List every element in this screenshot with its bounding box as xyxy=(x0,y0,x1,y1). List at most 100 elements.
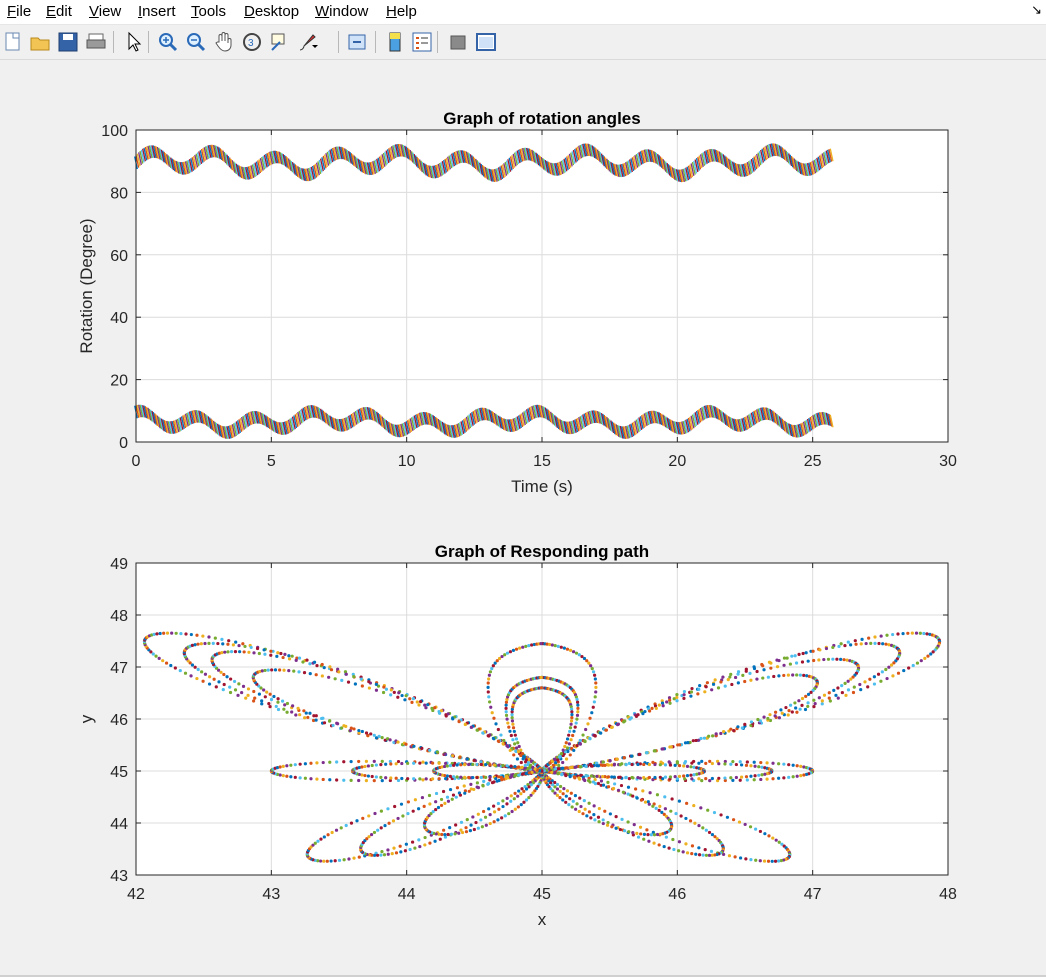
menu-insert[interactable]: Insert xyxy=(138,3,176,20)
band-stroke xyxy=(489,169,494,182)
path-point xyxy=(675,699,679,703)
band-stroke xyxy=(635,153,640,167)
link-plot-icon[interactable] xyxy=(346,30,370,54)
data-cursor-icon[interactable] xyxy=(268,30,292,54)
path-point xyxy=(526,761,530,765)
path-point xyxy=(553,757,557,761)
menu-view[interactable]: View xyxy=(89,3,122,20)
band-stroke xyxy=(528,407,533,421)
path-point xyxy=(725,815,730,819)
path-point xyxy=(872,682,877,686)
band-stroke xyxy=(283,154,288,168)
band-stroke xyxy=(398,143,403,157)
zoom-out-icon[interactable] xyxy=(184,30,208,54)
path-point xyxy=(479,775,483,780)
band-stroke xyxy=(204,414,209,427)
path-point xyxy=(242,650,246,654)
new-figure-icon[interactable] xyxy=(1,30,25,54)
rotate-3d-icon[interactable]: 3 xyxy=(240,30,264,54)
band-stroke xyxy=(340,418,344,432)
path-point xyxy=(663,775,668,779)
path-point xyxy=(606,775,611,779)
band-stroke xyxy=(439,162,443,176)
band-stroke xyxy=(504,161,509,175)
band-stroke xyxy=(552,414,557,427)
legend-icon[interactable] xyxy=(410,30,434,54)
path-point xyxy=(799,764,803,768)
path-point xyxy=(524,798,529,802)
band-stroke xyxy=(150,145,155,158)
brush-icon[interactable] xyxy=(296,30,320,54)
path-point xyxy=(695,772,699,776)
band-stroke xyxy=(394,144,399,158)
band-stroke xyxy=(604,415,609,429)
path-point xyxy=(721,675,725,679)
menu-file[interactable]: File xyxy=(7,3,32,20)
menu-desktop[interactable]: Desktop xyxy=(244,3,300,20)
path-point xyxy=(424,777,428,781)
band-stroke xyxy=(550,411,555,425)
path-point xyxy=(400,693,404,698)
path-point xyxy=(296,706,300,710)
open-file-icon[interactable] xyxy=(28,30,52,54)
menu-window[interactable]: Window xyxy=(315,3,369,20)
path-point xyxy=(733,855,737,859)
band-stroke xyxy=(687,165,692,179)
band-stroke xyxy=(307,167,312,181)
path-point xyxy=(713,678,717,682)
path-point xyxy=(922,631,926,636)
path-point xyxy=(576,710,580,714)
band-stroke xyxy=(780,417,785,431)
path-point xyxy=(241,642,245,646)
band-stroke xyxy=(455,151,460,164)
band-stroke xyxy=(216,146,221,160)
path-point xyxy=(744,763,749,767)
band-stroke xyxy=(543,159,548,172)
path-point xyxy=(568,797,572,801)
menu-help[interactable]: Help xyxy=(386,3,417,20)
path-point xyxy=(496,818,500,822)
menu-tools[interactable]: Tools xyxy=(191,3,227,20)
band-stroke xyxy=(608,161,613,174)
path-point xyxy=(486,685,490,689)
path-point xyxy=(743,679,747,684)
band-stroke xyxy=(707,404,712,418)
path-point xyxy=(273,668,278,672)
zoom-in-icon[interactable] xyxy=(156,30,180,54)
band-stroke xyxy=(628,159,633,173)
path-point xyxy=(598,731,602,735)
band-stroke xyxy=(385,150,390,164)
path-point xyxy=(846,640,850,644)
path-point xyxy=(433,706,437,710)
print-icon[interactable] xyxy=(84,30,108,54)
band-stroke xyxy=(529,406,534,420)
path-point xyxy=(791,673,795,677)
path-point xyxy=(257,692,261,696)
path-point xyxy=(707,830,712,835)
band-stroke xyxy=(524,147,529,161)
path-point xyxy=(278,668,282,672)
hide-plot-tools-icon[interactable] xyxy=(446,30,470,54)
pan-icon[interactable] xyxy=(212,30,236,54)
band-stroke xyxy=(723,413,728,427)
colorbar-icon[interactable] xyxy=(383,30,407,54)
pointer-icon[interactable] xyxy=(121,30,145,54)
band-stroke xyxy=(695,410,700,424)
band-stroke xyxy=(721,411,726,424)
path-point xyxy=(565,789,570,793)
menu-edit[interactable]: Edit xyxy=(46,3,72,20)
band-stroke xyxy=(784,149,789,163)
show-plot-tools-icon[interactable] xyxy=(474,30,498,54)
path-point xyxy=(479,818,483,822)
path-point xyxy=(595,761,599,765)
band-stroke xyxy=(434,416,439,430)
save-icon[interactable] xyxy=(56,30,80,54)
path-point xyxy=(561,760,565,765)
path-point xyxy=(710,688,714,692)
band-stroke xyxy=(817,156,822,170)
path-point xyxy=(558,789,562,793)
band-stroke xyxy=(286,157,291,170)
undock-arrow-icon[interactable]: ↘ xyxy=(1031,2,1042,17)
path-point xyxy=(723,778,727,783)
band-stroke xyxy=(227,156,232,169)
